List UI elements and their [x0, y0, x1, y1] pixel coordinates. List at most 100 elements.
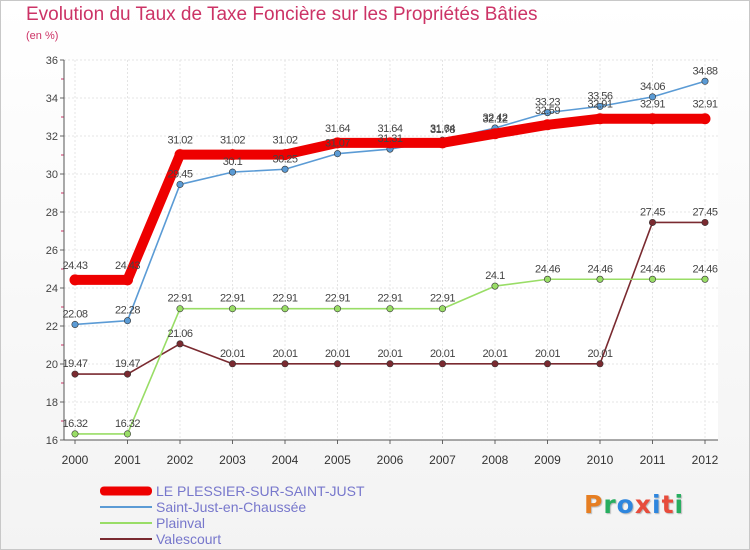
- y-tick-label: 34: [46, 93, 58, 105]
- data-label: 27.45: [692, 206, 717, 218]
- y-tick-label: 26: [46, 245, 58, 257]
- data-label: 24.46: [640, 263, 665, 275]
- data-point: [386, 360, 394, 368]
- legend-label-valescourt: Valescourt: [156, 531, 222, 547]
- data-label: 22.91: [167, 293, 192, 305]
- logo-letter: x: [634, 490, 652, 519]
- data-label: 22.91: [325, 293, 350, 305]
- data-label: 20.01: [587, 348, 612, 360]
- data-point: [491, 360, 499, 368]
- data-point: [701, 275, 709, 283]
- x-tick-label: 2005: [324, 453, 351, 467]
- data-point: [124, 317, 132, 325]
- data-point: [543, 275, 551, 283]
- data-label: 24.46: [535, 263, 560, 275]
- y-tick-label: 28: [46, 207, 58, 219]
- data-label: 20.01: [272, 348, 297, 360]
- logo-letter: o: [616, 490, 635, 519]
- data-label: 29.45: [167, 168, 192, 180]
- x-tick-label: 2008: [482, 453, 509, 467]
- y-tick-label: 18: [46, 397, 58, 409]
- data-label: 16.32: [115, 418, 140, 430]
- y-tick-label: 20: [46, 359, 58, 371]
- x-tick-label: 2002: [167, 453, 194, 467]
- data-point: [227, 149, 238, 161]
- data-point: [281, 165, 289, 173]
- legend-swatch-saint-just: [100, 506, 152, 508]
- chart-subtitle: (en %): [26, 30, 59, 42]
- data-label: 32.91: [640, 99, 665, 111]
- data-point: [71, 320, 79, 328]
- legend-swatch-plessier: [100, 486, 152, 496]
- data-point: [229, 168, 237, 176]
- data-point: [491, 282, 499, 290]
- data-label: 32.59: [535, 105, 560, 117]
- data-label: 19.47: [62, 358, 87, 370]
- x-tick-label: 2012: [692, 453, 719, 467]
- data-point: [71, 370, 79, 378]
- data-point: [701, 218, 709, 226]
- data-point: [176, 180, 184, 188]
- data-label: 31.31: [377, 133, 402, 145]
- data-label: 34.06: [640, 81, 665, 93]
- data-point: [699, 113, 711, 125]
- data-point: [648, 93, 656, 101]
- data-label: 30.25: [272, 153, 297, 165]
- data-point: [596, 360, 604, 368]
- data-label: 20.01: [377, 348, 402, 360]
- y-tick-label: 24: [46, 283, 58, 295]
- data-point: [543, 109, 551, 117]
- data-point: [124, 430, 132, 438]
- data-point: [489, 128, 501, 140]
- x-tick-label: 2001: [114, 453, 141, 467]
- data-point: [174, 149, 186, 161]
- data-label: 32.42: [482, 112, 507, 124]
- data-label: 22.91: [272, 293, 297, 305]
- data-label: 31.64: [325, 123, 350, 135]
- y-tick-label: 30: [46, 169, 58, 181]
- data-point: [229, 360, 237, 368]
- data-label: 31.02: [272, 135, 297, 147]
- data-point: [386, 305, 394, 313]
- data-label: 32.91: [587, 99, 612, 111]
- data-label: 34.88: [692, 65, 717, 77]
- chart-title: Evolution du Taux de Taxe Foncière sur l…: [26, 4, 538, 25]
- data-label: 20.01: [482, 348, 507, 360]
- data-point: [438, 305, 446, 313]
- data-label: 24.43: [115, 260, 140, 272]
- data-label: 31.64: [377, 123, 402, 135]
- y-tick-label: 16: [46, 435, 58, 447]
- legend-swatch-plainval: [100, 522, 152, 524]
- data-label: 30.1: [223, 156, 243, 168]
- x-tick-label: 2010: [587, 453, 614, 467]
- data-label: 22.91: [220, 293, 245, 305]
- x-tick-label: 2007: [429, 453, 456, 467]
- data-label: 32.91: [692, 99, 717, 111]
- legend-label-saint-just: Saint-Just-en-Chaussée: [156, 499, 307, 515]
- legend-swatch-valescourt: [100, 538, 152, 540]
- data-label: 20.01: [220, 348, 245, 360]
- data-point: [438, 360, 446, 368]
- data-label: 22.28: [115, 305, 140, 317]
- data-label: 16.32: [62, 418, 87, 430]
- data-point: [176, 305, 184, 313]
- data-point: [279, 149, 291, 161]
- data-label: 33.23: [535, 97, 560, 109]
- data-label: 20.01: [535, 348, 560, 360]
- data-label: 31.78: [430, 124, 455, 136]
- data-label: 22.08: [62, 308, 87, 320]
- data-point: [122, 274, 133, 286]
- y-tick-label: 36: [46, 55, 58, 67]
- data-label: 19.47: [115, 358, 140, 370]
- data-label: 27.45: [640, 206, 665, 218]
- data-point: [332, 137, 343, 149]
- data-label: 31.64: [430, 123, 455, 135]
- x-tick-label: 2006: [377, 453, 404, 467]
- data-label: 22.91: [430, 293, 455, 305]
- data-point: [647, 113, 658, 125]
- data-point: [176, 340, 184, 348]
- data-point: [384, 137, 396, 149]
- data-point: [281, 305, 289, 313]
- data-point: [542, 119, 553, 131]
